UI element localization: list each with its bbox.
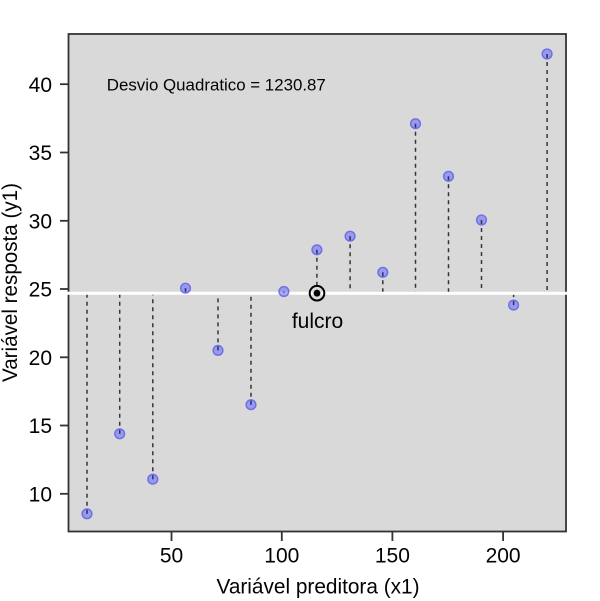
svg-text:15: 15 xyxy=(29,415,52,438)
svg-text:100: 100 xyxy=(264,545,299,568)
svg-text:Variável resposta (y1): Variável resposta (y1) xyxy=(0,183,22,382)
svg-text:20: 20 xyxy=(29,347,52,370)
svg-text:200: 200 xyxy=(486,545,521,568)
svg-text:40: 40 xyxy=(29,74,52,97)
svg-text:Variável preditora (x1): Variável preditora (x1) xyxy=(217,576,420,599)
svg-text:fulcro: fulcro xyxy=(292,310,343,333)
svg-text:30: 30 xyxy=(29,210,52,233)
svg-text:150: 150 xyxy=(375,545,410,568)
svg-text:25: 25 xyxy=(29,279,52,302)
svg-text:50: 50 xyxy=(160,545,183,568)
svg-text:10: 10 xyxy=(29,483,52,506)
svg-text:Desvio Quadratico = 1230.87: Desvio Quadratico = 1230.87 xyxy=(107,75,326,94)
svg-text:35: 35 xyxy=(29,142,52,165)
